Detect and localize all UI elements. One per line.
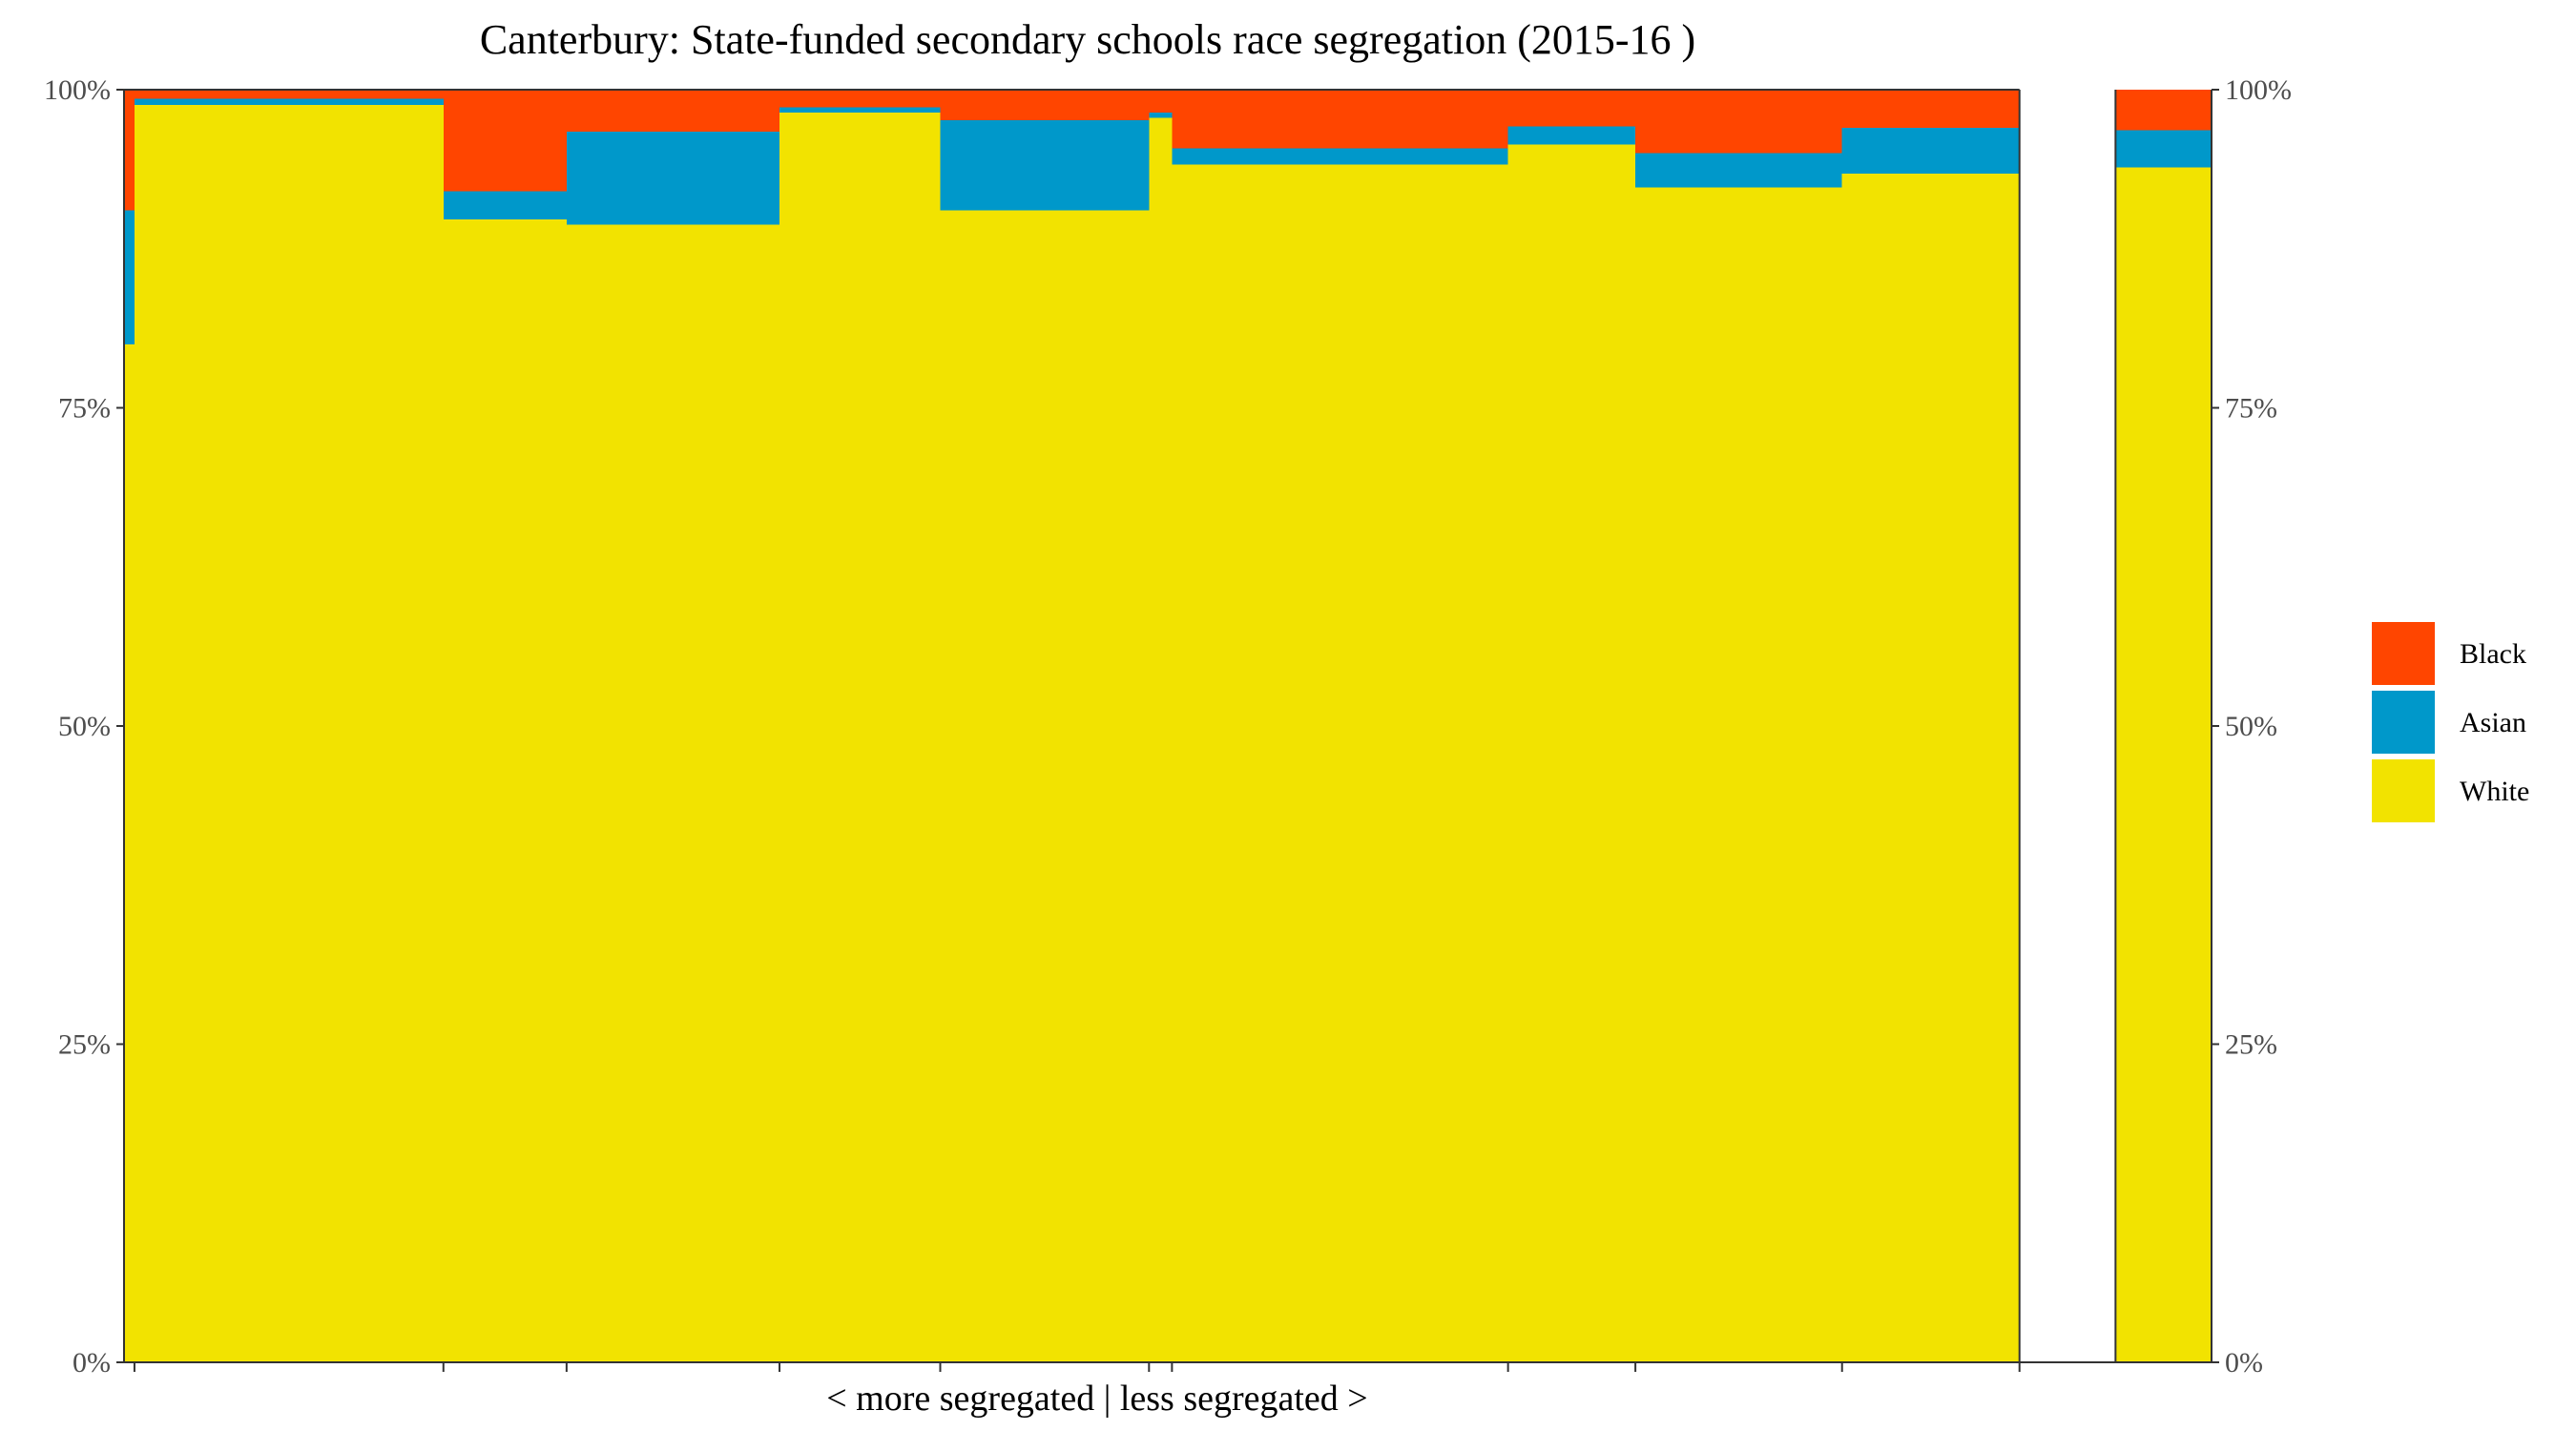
legend-label-white: White: [2460, 776, 2529, 807]
school-bar-black-segment-10: [1635, 90, 1842, 154]
y-axis-right: 0% 25% 50% 75% 100%: [2212, 74, 2292, 1379]
legend: Black Asian White: [2372, 622, 2529, 822]
school-bar-white-segment-1: [124, 343, 135, 1362]
school-bar-white-segment-9: [1507, 144, 1636, 1362]
school-bar-white-segment-11: [1841, 174, 2020, 1363]
school-bar-asian-segment-4: [566, 132, 780, 225]
school-bar-black-segment-2: [134, 90, 444, 99]
school-bar-asian-segment-8: [1172, 148, 1508, 165]
school-bar-asian-segment-9: [1507, 126, 1636, 145]
school-bar-white-segment-6: [940, 210, 1150, 1363]
school-bar-white-segment-4: [566, 224, 780, 1362]
chart-title: Canterbury: State-funded secondary schoo…: [480, 16, 1695, 63]
school-bar-white-segment-7: [1149, 117, 1173, 1362]
school-bar-black-segment-9: [1507, 90, 1636, 127]
school-bar-asian-segment-1: [124, 210, 135, 344]
y-tick-label-left: 25%: [58, 1029, 111, 1061]
school-bar-black-segment-7: [1149, 90, 1173, 114]
y-tick-label-left: 100%: [44, 74, 111, 106]
school-bar-black-segment-1: [124, 90, 135, 211]
y-tick-label-left: 0%: [73, 1347, 111, 1379]
school-bar-white-segment-3: [443, 219, 567, 1362]
legend-label-black: Black: [2460, 638, 2526, 670]
school-bar-white-segment-2: [134, 105, 444, 1362]
legend-swatch-white: [2372, 759, 2435, 822]
y-tick-label-left: 50%: [58, 711, 111, 742]
school-bar-black-segment-8: [1172, 90, 1508, 149]
y-tick-label-right: 25%: [2225, 1029, 2277, 1061]
y-tick-label-right: 50%: [2225, 711, 2277, 742]
y-tick-label-right: 100%: [2225, 74, 2292, 106]
school-bar-asian-segment-3: [443, 191, 567, 220]
plot-frame: [123, 89, 2212, 1363]
x-axis-title: < more segregated | less segregated >: [826, 1379, 1367, 1419]
legend-swatch-asian: [2372, 691, 2435, 754]
overall-bar-white-segment: [2115, 167, 2212, 1362]
overall-bar-asian-segment: [2115, 130, 2212, 168]
school-bar-asian-segment-6: [940, 120, 1150, 211]
y-axis-left: 0% 25% 50% 75% 100%: [44, 74, 124, 1379]
school-bar-black-segment-3: [443, 90, 567, 192]
school-bar-black-segment-11: [1841, 90, 2020, 129]
x-axis: [133, 1362, 2021, 1372]
school-bar-asian-segment-7: [1149, 113, 1173, 118]
legend-label-asian: Asian: [2460, 707, 2526, 738]
legend-swatch-black: [2372, 622, 2435, 685]
school-bar-white-segment-8: [1172, 164, 1508, 1362]
school-bar-black-segment-4: [566, 90, 780, 133]
school-bar-asian-segment-2: [134, 98, 444, 106]
y-tick-label-right: 0%: [2225, 1347, 2263, 1379]
school-bar-black-segment-5: [779, 90, 941, 108]
overall-bar-black-segment: [2115, 90, 2212, 131]
school-bar-asian-segment-5: [779, 107, 941, 114]
bars-layer: [124, 90, 2212, 1363]
y-tick-label-left: 75%: [58, 393, 111, 425]
school-bar-white-segment-10: [1635, 187, 1842, 1362]
y-tick-label-right: 75%: [2225, 393, 2277, 425]
school-bar-white-segment-5: [779, 113, 941, 1363]
school-bar-asian-segment-11: [1841, 128, 2020, 175]
school-bar-asian-segment-10: [1635, 153, 1842, 188]
school-bar-black-segment-6: [940, 90, 1150, 121]
